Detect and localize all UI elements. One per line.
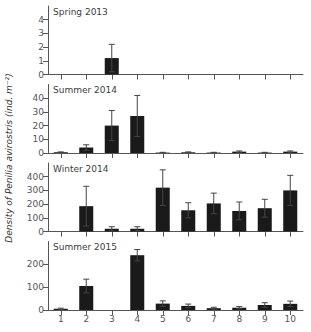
svg-text:3: 3: [38, 28, 44, 38]
svg-text:200: 200: [27, 199, 44, 209]
svg-text:Density of Penilia avirostris: Density of Penilia avirostris (ind. m⁻²): [4, 73, 14, 242]
svg-text:300: 300: [27, 185, 44, 195]
svg-text:400: 400: [27, 172, 44, 182]
svg-text:7: 7: [211, 314, 217, 324]
svg-text:Winter 2014: Winter 2014: [53, 164, 109, 174]
svg-text:10: 10: [33, 134, 45, 144]
svg-text:2: 2: [38, 42, 44, 52]
svg-text:1: 1: [58, 314, 64, 324]
svg-text:30: 30: [33, 107, 45, 117]
svg-text:Spring 2013: Spring 2013: [53, 7, 108, 17]
svg-text:1: 1: [38, 56, 44, 66]
svg-text:10: 10: [285, 314, 297, 324]
svg-text:100: 100: [27, 282, 44, 292]
svg-text:0: 0: [38, 227, 44, 237]
svg-text:Summer 2014: Summer 2014: [53, 85, 117, 95]
svg-text:9: 9: [262, 314, 268, 324]
svg-text:2: 2: [83, 314, 89, 324]
svg-text:40: 40: [33, 93, 45, 103]
svg-text:20: 20: [33, 121, 45, 131]
svg-text:100: 100: [27, 213, 44, 223]
svg-text:0: 0: [38, 148, 44, 158]
svg-text:4: 4: [134, 314, 140, 324]
svg-text:200: 200: [27, 259, 44, 269]
svg-text:3: 3: [109, 314, 115, 324]
svg-text:Summer 2015: Summer 2015: [53, 242, 117, 252]
svg-text:8: 8: [236, 314, 242, 324]
svg-text:0: 0: [38, 305, 44, 315]
svg-text:0: 0: [38, 70, 44, 80]
svg-text:6: 6: [185, 314, 191, 324]
svg-text:4: 4: [38, 15, 44, 25]
svg-text:5: 5: [160, 314, 166, 324]
